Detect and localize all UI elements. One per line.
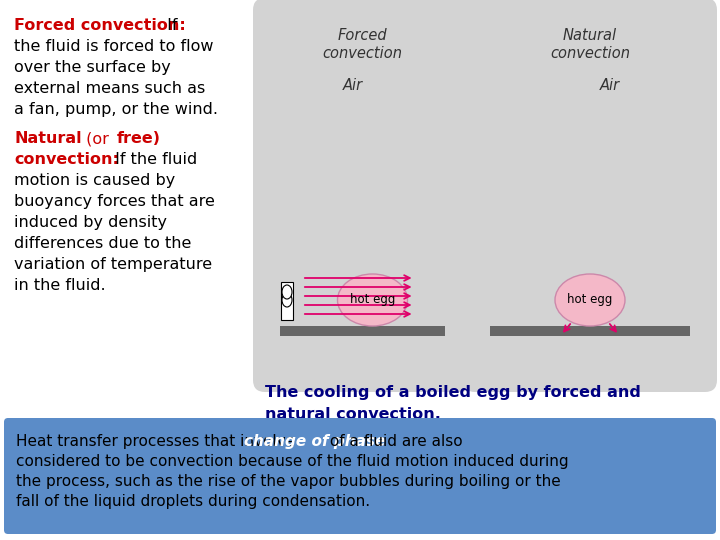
Text: Natural: Natural	[563, 28, 617, 43]
Text: Forced: Forced	[338, 28, 387, 43]
Text: natural convection.: natural convection.	[265, 407, 441, 422]
Ellipse shape	[282, 293, 292, 307]
Text: convection: convection	[550, 46, 630, 61]
Text: Heat transfer processes that involve: Heat transfer processes that involve	[16, 434, 300, 449]
Text: hot egg: hot egg	[350, 294, 395, 307]
Text: buoyancy forces that are: buoyancy forces that are	[14, 194, 215, 209]
FancyBboxPatch shape	[463, 0, 717, 392]
Text: change of phase: change of phase	[243, 434, 385, 449]
Text: over the surface by: over the surface by	[14, 60, 171, 75]
Text: Air: Air	[343, 78, 363, 93]
Ellipse shape	[282, 285, 292, 299]
Text: 17: 17	[352, 523, 368, 536]
FancyBboxPatch shape	[4, 418, 716, 534]
Text: fall of the liquid droplets during condensation.: fall of the liquid droplets during conde…	[16, 494, 370, 509]
Text: the fluid is forced to flow: the fluid is forced to flow	[14, 39, 214, 54]
Text: If the fluid: If the fluid	[110, 152, 197, 167]
Text: free): free)	[117, 131, 161, 146]
Ellipse shape	[338, 274, 408, 326]
Text: a fan, pump, or the wind.: a fan, pump, or the wind.	[14, 102, 218, 117]
Ellipse shape	[555, 274, 625, 326]
Bar	[490, 326, 690, 336]
Text: variation of temperature: variation of temperature	[14, 257, 212, 272]
Text: convection: convection	[323, 46, 402, 61]
Text: The cooling of a boiled egg by forced and: The cooling of a boiled egg by forced an…	[265, 385, 641, 400]
Text: Natural: Natural	[14, 131, 81, 146]
Text: in the fluid.: in the fluid.	[14, 278, 106, 293]
Text: Forced convection:: Forced convection:	[14, 18, 186, 33]
Text: considered to be convection because of the fluid motion induced during: considered to be convection because of t…	[16, 454, 569, 469]
Text: (or: (or	[81, 131, 114, 146]
Text: convection:: convection:	[14, 152, 119, 167]
FancyBboxPatch shape	[253, 0, 472, 392]
Text: external means such as: external means such as	[14, 81, 205, 96]
Text: induced by density: induced by density	[14, 215, 167, 230]
Text: hot egg: hot egg	[567, 294, 613, 307]
Bar	[280, 326, 445, 336]
Text: differences due to the: differences due to the	[14, 236, 192, 251]
Text: of a fluid are also: of a fluid are also	[325, 434, 462, 449]
Text: Air: Air	[600, 78, 620, 93]
Text: If: If	[162, 18, 178, 33]
Bar	[281, 282, 293, 320]
Text: motion is caused by: motion is caused by	[14, 173, 175, 188]
Text: the process, such as the rise of the vapor bubbles during boiling or the: the process, such as the rise of the vap…	[16, 474, 561, 489]
